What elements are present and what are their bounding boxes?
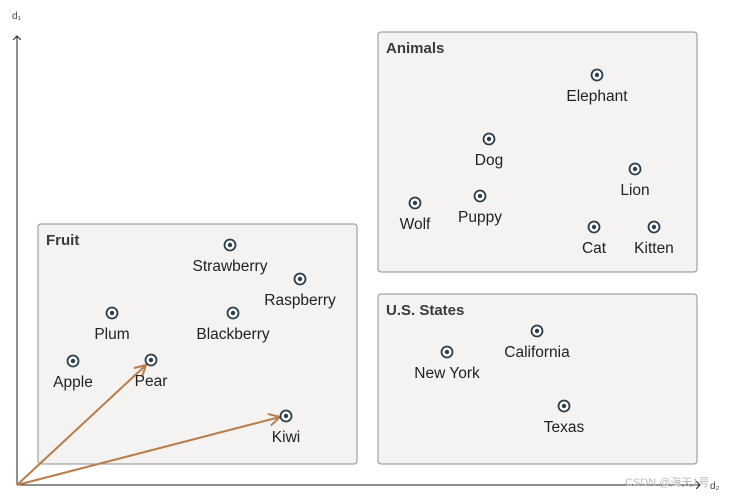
point-new-york: New York	[414, 345, 480, 382]
point-dot-apple	[70, 358, 76, 364]
point-label-apple: Apple	[53, 374, 93, 391]
point-dot-lion	[632, 166, 638, 172]
point-elephant: Elephant	[566, 68, 628, 105]
point-label-dog: Dog	[475, 152, 503, 169]
point-label-lion: Lion	[620, 182, 649, 199]
fruit-group-box	[37, 223, 358, 465]
point-dot-pear	[148, 357, 154, 363]
point-puppy: Puppy	[458, 189, 502, 226]
point-label-cat: Cat	[582, 240, 607, 257]
point-dot-california	[534, 328, 540, 334]
point-label-kiwi: Kiwi	[272, 429, 300, 446]
point-label-texas: Texas	[544, 419, 585, 436]
point-dot-cat	[591, 224, 597, 230]
point-raspberry: Raspberry	[264, 272, 336, 309]
point-dot-dog	[486, 136, 492, 142]
point-dot-kiwi	[283, 413, 289, 419]
point-dot-puppy	[477, 193, 483, 199]
point-label-wolf: Wolf	[400, 216, 431, 233]
point-apple: Apple	[53, 354, 93, 391]
point-wolf: Wolf	[400, 196, 431, 233]
point-lion: Lion	[620, 162, 650, 199]
point-texas: Texas	[544, 399, 585, 436]
point-label-blackberry: Blackberry	[196, 326, 269, 343]
point-label-puppy: Puppy	[458, 209, 502, 226]
watermark: CSDN @海天1号	[625, 475, 710, 489]
point-label-kitten: Kitten	[634, 240, 674, 257]
y-axis-label: d₁	[12, 11, 22, 22]
point-california: California	[504, 324, 570, 361]
point-dot-elephant	[594, 72, 600, 78]
point-blackberry: Blackberry	[196, 306, 270, 343]
states-group-title: U.S. States	[386, 302, 464, 319]
point-pear: Pear	[135, 353, 168, 390]
animals-group-title: Animals	[386, 40, 444, 57]
point-label-strawberry: Strawberry	[193, 258, 268, 275]
point-kiwi: Kiwi	[272, 409, 300, 446]
point-label-raspberry: Raspberry	[264, 292, 336, 309]
point-dot-kitten	[651, 224, 657, 230]
vector-arrow-kiwi	[16, 417, 280, 486]
x-axis-label: d₂	[710, 481, 720, 492]
point-dot-blackberry	[230, 310, 236, 316]
animals-group-box	[377, 31, 698, 273]
point-label-california: California	[504, 344, 570, 361]
point-dot-strawberry	[227, 242, 233, 248]
point-label-elephant: Elephant	[566, 88, 628, 105]
point-dot-texas	[561, 403, 567, 409]
point-kitten: Kitten	[634, 220, 674, 257]
points-layer: Strawberry Raspberry Plum Blackberry Apple Pe…	[53, 68, 674, 446]
point-plum: Plum	[94, 306, 130, 343]
point-dot-raspberry	[297, 276, 303, 282]
point-dot-wolf	[412, 200, 418, 206]
states-group-box	[377, 293, 698, 465]
vector-arrow-pear	[16, 365, 146, 486]
fruit-group-title: Fruit	[46, 232, 79, 249]
point-dot-new-york	[444, 349, 450, 355]
point-cat: Cat	[582, 220, 607, 257]
point-strawberry: Strawberry	[193, 238, 268, 275]
point-label-pear: Pear	[135, 373, 168, 390]
point-label-new-york: New York	[414, 365, 480, 382]
point-dog: Dog	[475, 132, 503, 169]
point-dot-plum	[109, 310, 115, 316]
point-label-plum: Plum	[94, 326, 129, 343]
